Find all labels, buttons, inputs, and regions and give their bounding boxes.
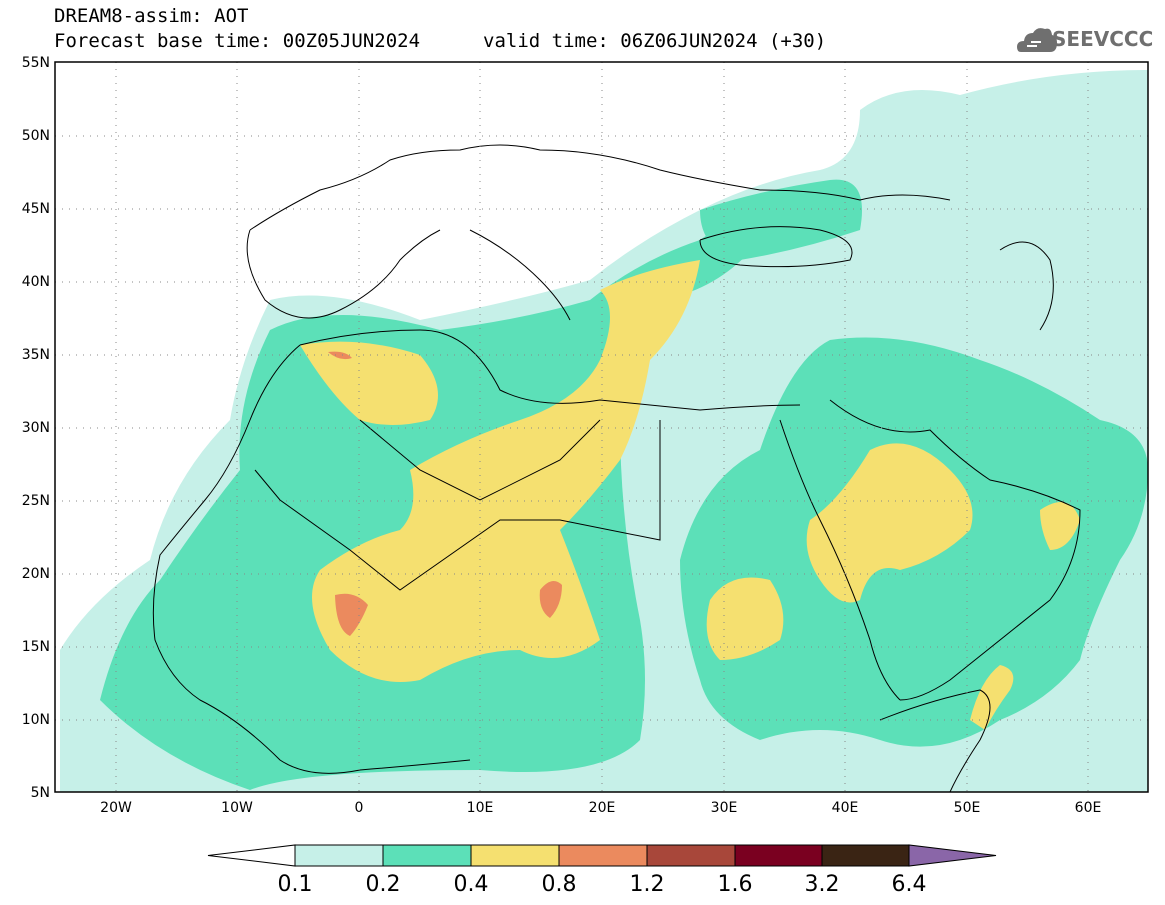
aot-band-0.4-sudan	[706, 577, 784, 660]
lon-label-20w: 20W	[100, 800, 132, 816]
map-title: DREAM8-assim: AOT	[54, 5, 249, 27]
lon-label-10w: 10W	[221, 800, 253, 816]
coastline-europe	[249, 144, 951, 231]
forecast-base-time: Forecast base time: 00Z05JUN2024	[54, 30, 421, 52]
coastline-black-sea	[699, 226, 853, 268]
aot-band-0.4-arabia	[806, 443, 973, 603]
cloud-icon	[1017, 28, 1057, 52]
colorbar-segment-6	[734, 844, 823, 867]
border-algeria	[359, 419, 601, 501]
coastline-iberia	[246, 229, 441, 319]
colorbar: 0.1 0.2 0.4 0.8 1.2 1.6 3.2 6.4	[207, 844, 997, 897]
coastline-arabia	[829, 399, 1081, 701]
longitude-labels: 20W 10W 0 10E 20E 30E 40E 50E 60E	[100, 800, 1101, 816]
lat-label-55n: 55N	[22, 55, 50, 71]
lat-label-25n: 25N	[22, 493, 50, 509]
lat-label-5n: 5N	[31, 785, 50, 801]
colorbar-label-0.2: 0.2	[366, 872, 401, 897]
lat-label-20n: 20N	[22, 566, 50, 582]
aot-band-0.8-mali	[335, 593, 368, 636]
colorbar-label-1.2: 1.2	[630, 872, 665, 897]
colorbar-segment-3	[470, 844, 560, 867]
colorbar-over-arrow	[908, 844, 997, 867]
coastline-italy	[469, 229, 571, 321]
aot-band-0.8-morocco	[328, 351, 352, 360]
colorbar-segment-4	[558, 844, 648, 867]
colorbar-segment-2	[382, 844, 472, 867]
colorbar-label-1.6: 1.6	[718, 872, 753, 897]
lon-label-30e: 30E	[711, 800, 738, 816]
aot-band-0.4-yemen	[970, 665, 1014, 730]
lon-label-60e: 60E	[1075, 800, 1102, 816]
colorbar-label-0.4: 0.4	[454, 872, 489, 897]
aot-band-0.1-ne	[860, 97, 1120, 310]
aot-band-0.2-nbs	[700, 179, 862, 260]
lon-label-10e: 10E	[467, 800, 494, 816]
lat-label-40n: 40N	[22, 274, 50, 290]
colorbar-label-6.4: 6.4	[892, 872, 927, 897]
aot-contours	[60, 70, 1148, 792]
coastline-north-africa	[299, 329, 801, 411]
coastline-red-sea	[779, 419, 901, 701]
lon-label-50e: 50E	[954, 800, 981, 816]
colorbar-segment-5	[646, 844, 736, 867]
gridlines	[55, 62, 1148, 792]
lat-label-10n: 10N	[22, 712, 50, 728]
colorbar-label-0.1: 0.1	[278, 872, 313, 897]
coastline-caspian	[999, 241, 1054, 331]
aot-band-0.8-chad	[539, 581, 562, 618]
colorbar-under-arrow	[207, 844, 296, 867]
lon-label-0: 0	[355, 800, 364, 816]
coastlines	[152, 144, 1081, 792]
coastline-west-africa	[152, 344, 471, 774]
aot-band-0.4-central	[312, 260, 700, 682]
border-sahara	[254, 420, 661, 591]
colorbar-segment-1	[294, 844, 384, 867]
lon-label-40e: 40E	[832, 800, 859, 816]
coastline-horn	[879, 689, 991, 792]
colorbar-label-3.2: 3.2	[805, 872, 840, 897]
lat-label-50n: 50N	[22, 128, 50, 144]
lat-label-30n: 30N	[22, 420, 50, 436]
aot-band-0.4-nw	[300, 341, 438, 425]
lon-label-20e: 20E	[589, 800, 616, 816]
lat-label-35n: 35N	[22, 347, 50, 363]
map-frame	[54, 61, 1149, 793]
aot-band-0.4-gulf	[1040, 502, 1080, 550]
latitude-labels: 55N 50N 45N 40N 35N 30N 25N 20N 15N 10N …	[22, 55, 50, 801]
logo-text: SEEVCCC	[1052, 27, 1154, 51]
valid-time: valid time: 06Z06JUN2024 (+30)	[483, 30, 827, 52]
colorbar-label-0.8: 0.8	[542, 872, 577, 897]
colorbar-segment-7	[821, 844, 910, 867]
lat-label-45n: 45N	[22, 201, 50, 217]
lat-label-15n: 15N	[22, 639, 50, 655]
